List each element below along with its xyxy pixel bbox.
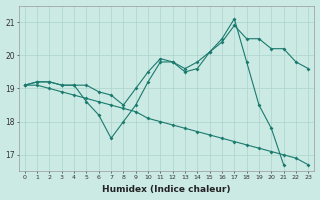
X-axis label: Humidex (Indice chaleur): Humidex (Indice chaleur) <box>102 185 231 194</box>
